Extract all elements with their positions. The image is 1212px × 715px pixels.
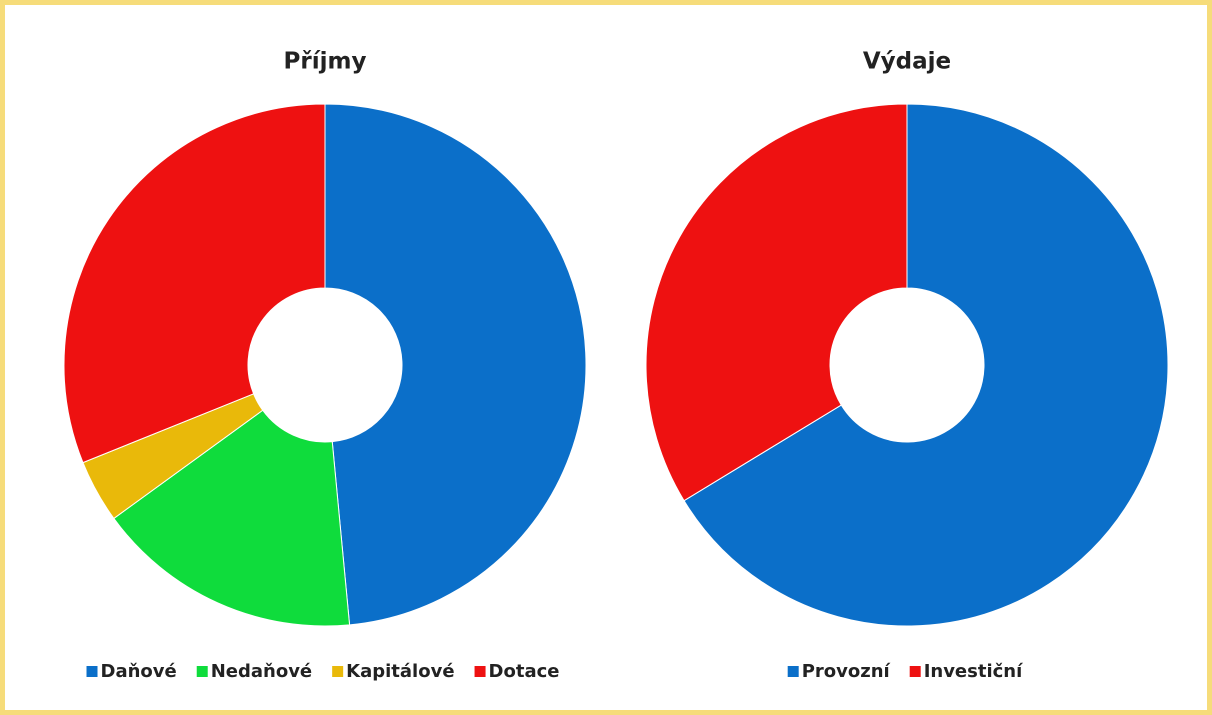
legend-swatch: [86, 666, 98, 677]
legend-swatch: [196, 666, 208, 677]
donut-slice: [324, 103, 587, 626]
legend-label: Provozní: [802, 661, 891, 682]
legend-label: Investiční: [924, 661, 1023, 682]
chart-title: Příjmy: [284, 49, 367, 75]
donut-slice: [645, 103, 908, 502]
donut-slice: [683, 103, 1169, 627]
legend-label: Dotace: [489, 661, 560, 682]
legend-label: Kapitálové: [346, 661, 454, 682]
legend-label: Nedaňové: [211, 661, 312, 682]
legend-swatch: [787, 666, 799, 677]
donut-slice: [113, 409, 351, 627]
legend-swatch: [474, 666, 486, 677]
legend-swatch: [909, 666, 921, 677]
legend-label: Daňové: [101, 661, 177, 682]
chart-title: Výdaje: [863, 49, 951, 75]
legend-swatch: [332, 666, 344, 677]
donut-slice: [63, 103, 326, 464]
